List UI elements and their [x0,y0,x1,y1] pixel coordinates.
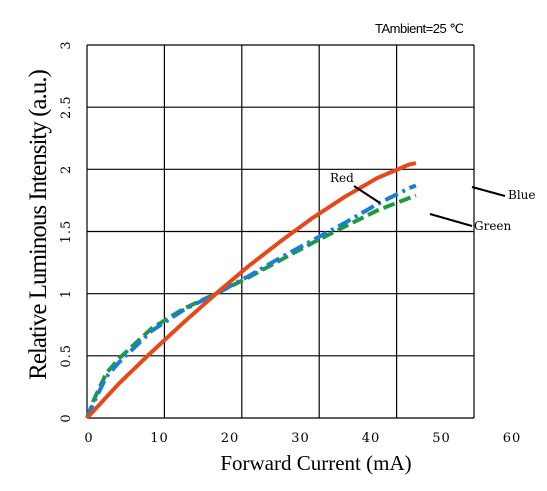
grid [86,44,475,419]
series-line-red [85,161,417,420]
y-tick-label: 0 [59,413,74,422]
tick-labels: 0 10 20 30 40 50 60 0 0.5 1 1.5 2 2.5 3 [59,40,522,446]
x-tick-label: 30 [291,431,310,446]
x-tick-label: 60 [503,431,522,446]
leader-line-red [353,185,381,204]
series-label-green: Green [474,219,512,233]
y-tick-label: 2 [59,165,74,174]
series-line-blue [85,183,417,419]
y-tick-label: 0.5 [59,344,74,368]
ambient-temperature-label: TAmbient=25 ℃ [375,21,463,36]
x-tick-label: 0 [84,431,93,446]
series-line-green [85,193,417,419]
y-tick-label: 3 [59,40,74,49]
series-lines [85,161,417,420]
x-tick-label: 10 [150,431,169,446]
y-axis-title: Relative Luminous Intensity (a.u.) [25,69,52,379]
x-axis-title: Forward Current (mA) [220,451,411,475]
series-label-blue: Blue [508,188,536,202]
x-tick-label: 50 [432,431,451,446]
series-labels: Red Blue Green [330,171,536,233]
series-leaders [353,185,506,227]
leader-line-green [429,213,473,227]
y-tick-label: 2.5 [59,95,74,119]
x-tick-label: 20 [221,431,240,446]
y-tick-label: 1.5 [59,220,74,244]
y-tick-label: 1 [59,289,74,298]
leader-line-blue [471,186,506,197]
series-label-red: Red [330,171,354,185]
x-tick-label: 40 [362,431,381,446]
